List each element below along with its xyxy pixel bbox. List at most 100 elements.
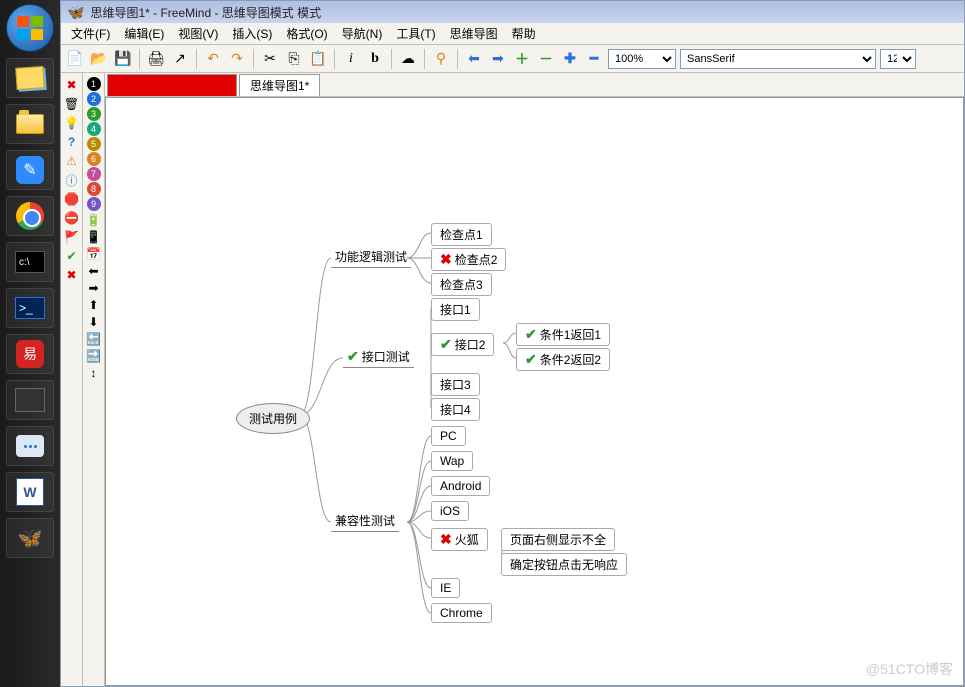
mindmap-node[interactable]: ✔接口测试 — [343, 348, 414, 368]
priority-5-icon[interactable]: 5 — [87, 137, 101, 151]
warn-icon[interactable]: ⚠ — [64, 153, 80, 169]
taskbar-app-blue[interactable]: ✎ — [6, 150, 54, 190]
priority-6-icon[interactable]: 6 — [87, 152, 101, 166]
info-icon[interactable]: ⓘ — [64, 172, 80, 188]
copy-icon[interactable]: ⎘ — [284, 49, 304, 69]
mindmap-node[interactable]: 检查点3 — [431, 273, 492, 296]
mindmap-node[interactable]: PC — [431, 426, 466, 446]
taskbar-chat[interactable] — [6, 426, 54, 466]
fontsize-combo[interactable]: 12 — [880, 49, 916, 69]
menu-item[interactable]: 导航(N) — [336, 23, 389, 44]
mindmap-node[interactable]: Android — [431, 476, 490, 496]
cloud-icon[interactable]: ☁ — [398, 49, 418, 69]
taskbar-word[interactable]: W — [6, 472, 54, 512]
mindmap-node[interactable]: ✖火狐 — [431, 528, 488, 551]
mindmap-node[interactable]: IE — [431, 578, 460, 598]
taskbar-tray[interactable] — [6, 380, 54, 420]
side-icon[interactable]: ↕ — [86, 365, 102, 381]
mindmap-node[interactable]: 接口3 — [431, 373, 480, 396]
cross-icon[interactable]: ✖ — [64, 267, 80, 283]
zoom-combo[interactable]: 100% — [608, 49, 676, 69]
open-icon[interactable]: 📂 — [89, 49, 109, 69]
help-icon[interactable]: ? — [64, 134, 80, 150]
mindmap-node[interactable]: iOS — [431, 501, 469, 521]
remove-icon[interactable]: ━ — [584, 49, 604, 69]
menu-item[interactable]: 文件(F) — [65, 23, 116, 44]
export-icon[interactable]: ↗ — [170, 49, 190, 69]
priority-8-icon[interactable]: 8 — [87, 182, 101, 196]
side-icon[interactable]: ⬇ — [86, 314, 102, 330]
mindmap-node[interactable]: 检查点1 — [431, 223, 492, 246]
flag-icon[interactable]: 🚩 — [64, 229, 80, 245]
tab-active[interactable]: 思维导图1* — [239, 74, 320, 96]
tab-strip[interactable]: 思维导图1* — [105, 73, 964, 97]
italic-icon[interactable]: i — [341, 49, 361, 69]
no-icon[interactable]: ⛔ — [64, 210, 80, 226]
font-combo[interactable]: SansSerif — [680, 49, 876, 69]
tab-unnamed[interactable] — [107, 74, 237, 96]
bold-icon[interactable]: b — [365, 49, 385, 69]
priority-2-icon[interactable]: 2 — [87, 92, 101, 106]
taskbar-red-app[interactable]: 易 — [6, 334, 54, 374]
mindmap-node[interactable]: 接口1 — [431, 298, 480, 321]
mindmap-node[interactable]: 兼容性测试 — [331, 512, 399, 532]
priority-7-icon[interactable]: 7 — [87, 167, 101, 181]
delete-icon[interactable]: ✖ — [64, 77, 80, 93]
taskbar-powershell[interactable]: >_ — [6, 288, 54, 328]
menu-item[interactable]: 格式(O) — [280, 23, 333, 44]
mindmap-node[interactable]: 测试用例 — [236, 403, 310, 434]
redo-icon[interactable]: ↷ — [227, 49, 247, 69]
stop-icon[interactable]: 🛑 — [64, 191, 80, 207]
mindmap-node[interactable]: 功能逻辑测试 — [331, 248, 411, 268]
menubar[interactable]: 文件(F)编辑(E)视图(V)插入(S)格式(O)导航(N)工具(T)思维导图帮… — [61, 23, 964, 45]
mindmap-node[interactable]: Chrome — [431, 603, 492, 623]
side-icon[interactable]: 🔙 — [86, 331, 102, 347]
menu-item[interactable]: 编辑(E) — [118, 23, 170, 44]
zoom-in-icon[interactable]: ＋ — [512, 49, 532, 69]
check-icon[interactable]: ✔ — [64, 248, 80, 264]
icon-sidebar-2[interactable]: 123456789🔋📱📅⬅➡⬆⬇🔙🔜↕ — [83, 73, 105, 686]
mindmap-canvas[interactable]: 测试用例 功能逻辑测试检查点1✖检查点2检查点3 ✔接口测试 接口1 ✔接口2 ✔条件1返… — [105, 97, 964, 686]
save-icon[interactable]: 💾 — [113, 49, 133, 69]
menu-item[interactable]: 视图(V) — [172, 23, 224, 44]
side-icon[interactable]: 📅 — [86, 246, 102, 262]
taskbar-cmd[interactable]: c:\ — [6, 242, 54, 282]
mindmap-node[interactable]: ✔接口2 — [431, 333, 494, 356]
paste-icon[interactable]: 📋 — [308, 49, 328, 69]
mindmap-node[interactable]: Wap — [431, 451, 473, 471]
nav-left-icon[interactable]: ⬅ — [464, 49, 484, 69]
new-icon[interactable]: 📄 — [65, 49, 85, 69]
taskbar-explorer[interactable] — [6, 104, 54, 144]
cut-icon[interactable]: ✂ — [260, 49, 280, 69]
side-icon[interactable]: ➡ — [86, 280, 102, 296]
side-icon[interactable]: 🔋 — [86, 212, 102, 228]
side-icon[interactable]: 📱 — [86, 229, 102, 245]
zoom-out-icon[interactable]: － — [536, 49, 556, 69]
add-icon[interactable]: ✚ — [560, 49, 580, 69]
priority-9-icon[interactable]: 9 — [87, 197, 101, 211]
print-icon[interactable]: 🖨 — [146, 49, 166, 69]
start-button[interactable] — [6, 4, 54, 52]
find-icon[interactable]: ⚲ — [431, 49, 451, 69]
menu-item[interactable]: 工具(T) — [390, 23, 441, 44]
bulb-icon[interactable]: 💡 — [64, 115, 80, 131]
menu-item[interactable]: 帮助 — [506, 23, 542, 44]
nav-right-icon[interactable]: ➡ — [488, 49, 508, 69]
mindmap-node[interactable]: ✔条件2返回2 — [516, 348, 610, 371]
side-icon[interactable]: ⬅ — [86, 263, 102, 279]
mindmap-node[interactable]: 接口4 — [431, 398, 480, 421]
priority-1-icon[interactable]: 1 — [87, 77, 101, 91]
menu-item[interactable]: 思维导图 — [444, 23, 504, 44]
mindmap-node[interactable]: ✔条件1返回1 — [516, 323, 610, 346]
menu-item[interactable]: 插入(S) — [226, 23, 278, 44]
taskbar-freemind[interactable]: 🦋 — [6, 518, 54, 558]
mindmap-node[interactable]: ✖检查点2 — [431, 248, 506, 271]
undo-icon[interactable]: ↶ — [203, 49, 223, 69]
mindmap-node[interactable]: 页面右侧显示不全 — [501, 528, 615, 551]
taskbar-chrome[interactable] — [6, 196, 54, 236]
trash-icon[interactable]: 🗑 — [64, 96, 80, 112]
taskbar-sticky[interactable] — [6, 58, 54, 98]
priority-3-icon[interactable]: 3 — [87, 107, 101, 121]
toolbar[interactable]: 📄 📂 💾 🖨 ↗ ↶ ↷ ✂ ⎘ 📋 i b ☁ ⚲ ⬅ ➡ ＋ － ✚ ━ … — [61, 45, 964, 73]
icon-sidebar-1[interactable]: ✖ 🗑 💡 ? ⚠ ⓘ 🛑 ⛔ 🚩 ✔ ✖ — [61, 73, 83, 686]
